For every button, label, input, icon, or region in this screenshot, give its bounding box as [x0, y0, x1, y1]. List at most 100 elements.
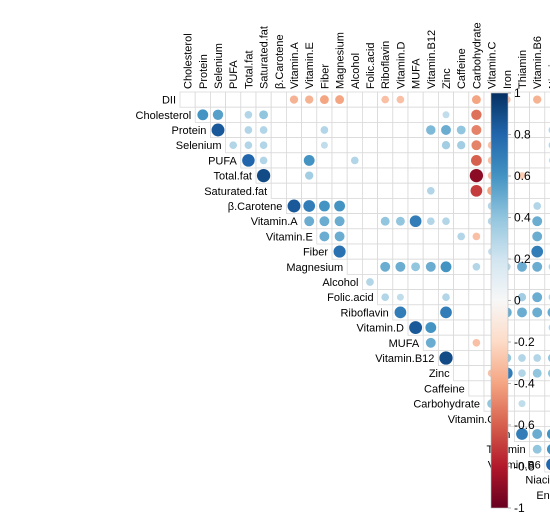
corr-circle-vitamin-a-magnesium: [334, 216, 345, 227]
corr-circle-folic-acid-vitamin-b6: [532, 292, 543, 303]
grid-cell: [331, 152, 348, 169]
corr-circle-cholesterol-protein: [197, 109, 209, 121]
grid-cell: [346, 213, 363, 230]
grid-cell: [255, 91, 272, 108]
grid-cell: [377, 182, 394, 199]
grid-cell: [453, 258, 470, 275]
grid-cell: [468, 380, 485, 397]
colorbar-tick-label: -0.6: [514, 418, 535, 432]
grid-cell: [407, 273, 424, 290]
corr-circle-pufa-alcohol: [350, 156, 359, 165]
grid-cell: [422, 91, 439, 108]
column-label-vitamin-c: Vitamin.C: [487, 41, 499, 89]
grid-cell: [544, 137, 550, 154]
grid-cell: [377, 106, 394, 123]
corr-circle-vitamin-a-mufa: [409, 215, 422, 228]
corr-circle-protein-caffeine: [456, 125, 466, 135]
grid-cell: [437, 243, 454, 260]
corr-circle-dii-carbohydrate: [471, 95, 481, 105]
grid-cell: [544, 395, 550, 412]
corr-circle-pufa-total-fat: [242, 154, 255, 167]
grid-cell: [529, 106, 546, 123]
row-label-mufa: MUFA: [389, 338, 420, 350]
grid-cell: [544, 228, 550, 245]
grid-cell: [392, 167, 409, 184]
corr-circle-zinc-thiamin: [518, 369, 526, 378]
corr-circle-vitamin-a-fiber: [319, 216, 330, 227]
column-label-alcohol: Alcohol: [350, 53, 362, 89]
colorbar-tick-label: 0.2: [514, 252, 531, 266]
grid-cell: [453, 273, 470, 290]
grid-cell: [346, 91, 363, 108]
grid-cell: [437, 152, 454, 169]
corr-circle-magnesium-vitamin-d: [395, 261, 406, 272]
grid-cell: [453, 349, 470, 366]
corr-circle-vitamin-e-caffeine: [457, 232, 466, 241]
grid-cell: [407, 304, 424, 321]
colorbar-tick-label: 0.6: [514, 169, 531, 183]
corr-circle-vitamin-e-magnesium: [334, 231, 345, 242]
grid-cell: [407, 243, 424, 260]
grid-cell: [453, 365, 470, 382]
grid-cell: [301, 137, 318, 154]
corr-circle-vitamin-b6-niacin: [546, 458, 550, 471]
grid-cell: [437, 228, 454, 245]
grid-cell: [422, 167, 439, 184]
grid-cell: [407, 289, 424, 306]
grid-cell: [377, 243, 394, 260]
grid-cell: [453, 197, 470, 214]
grid-cell: [285, 137, 302, 154]
colorbar-tick-label: 1: [514, 86, 521, 100]
grid-cell: [544, 106, 550, 123]
row-label-selenium: Selenium: [176, 140, 222, 152]
corr-circle-vitamin-d-mufa: [409, 321, 423, 335]
row-label-vitamin-d: Vitamin.D: [357, 323, 405, 335]
column-label-mufa: MUFA: [411, 58, 423, 89]
corr-circle-magnesium-vitamin-b12: [425, 261, 436, 272]
grid-cell: [361, 122, 378, 139]
corr-circle-selenium-fiber: [320, 141, 328, 149]
row-label-vitamin-c: Vitamin.C: [448, 414, 496, 426]
row-label-folic-acid: Folic.acid: [327, 292, 373, 304]
grid-cell: [514, 152, 531, 169]
corr-circle-protein-selenium: [211, 123, 225, 137]
corr-circle-beta-carotene-fiber: [318, 200, 330, 212]
corr-circle-vitamin-e-fiber: [319, 231, 330, 242]
corr-circle-vitamin-b12-vitamin-b6: [533, 354, 542, 362]
grid-cell: [392, 122, 409, 139]
grid-cell: [544, 197, 550, 214]
corr-circle-dii-vitamin-a: [289, 95, 299, 104]
corr-circle-saturated-fat-carbohydrate: [470, 184, 483, 197]
column-label-vitamin-a: Vitamin.A: [289, 41, 301, 89]
grid-cell: [361, 106, 378, 123]
corr-circle-vitamin-a-vitamin-b6: [532, 216, 543, 227]
corr-circle-folic-acid-thiamin: [517, 293, 527, 302]
grid-cell: [361, 152, 378, 169]
grid-cell: [331, 106, 348, 123]
grid-cell: [240, 91, 257, 108]
grid-cell: [468, 365, 485, 382]
row-label-zinc: Zinc: [429, 368, 450, 380]
column-label-thiamin: Thiamin: [517, 50, 529, 89]
grid-cell: [468, 273, 485, 290]
row-label-alcohol: Alcohol: [322, 277, 358, 289]
corr-circle-iron-thiamin: [516, 428, 528, 440]
row-label-dii: DII: [162, 95, 176, 107]
grid-cell: [407, 228, 424, 245]
corr-circle-selenium-zinc: [441, 141, 451, 150]
grid-cell: [331, 167, 348, 184]
corr-circle-cholesterol-carbohydrate: [471, 109, 482, 120]
grid-cell: [453, 167, 470, 184]
grid-cell: [407, 167, 424, 184]
grid-cell: [544, 152, 550, 169]
corr-circle-protein-carbohydrate: [471, 125, 482, 135]
grid-cell: [453, 289, 470, 306]
grid-cell: [437, 273, 454, 290]
column-label-folic-acid: Folic.acid: [365, 43, 377, 89]
grid-cell: [544, 410, 550, 427]
corr-circle-mufa-carbohydrate: [472, 338, 481, 347]
grid-cell: [453, 182, 470, 199]
corr-circle-thiamin-vitamin-b6: [532, 444, 542, 454]
grid-cell: [437, 319, 454, 336]
corr-circle-selenium-saturated-fat: [259, 141, 268, 150]
